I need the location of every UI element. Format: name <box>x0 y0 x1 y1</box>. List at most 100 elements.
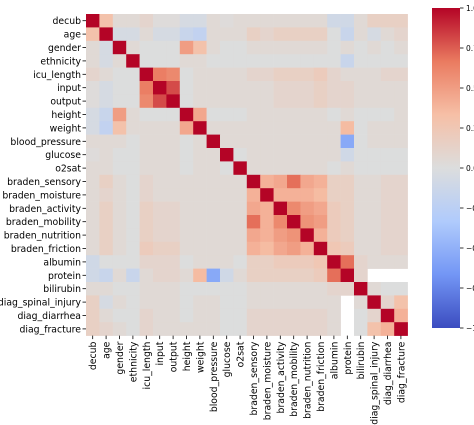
heatmap-cell <box>313 215 328 229</box>
heatmap-cell <box>220 107 234 122</box>
heatmap-cell <box>139 134 154 149</box>
heatmap-cell <box>300 107 315 122</box>
heatmap-cell <box>380 308 395 323</box>
heatmap-cell <box>179 255 194 269</box>
heatmap-cell <box>354 255 368 269</box>
heatmap-cell <box>327 241 341 256</box>
heatmap-cell <box>206 40 221 55</box>
heatmap-cell <box>246 27 261 42</box>
heatmap-cell <box>193 134 207 149</box>
heatmap-cell <box>139 188 154 202</box>
heatmap-cell <box>380 174 395 189</box>
heatmap-cell <box>126 14 140 28</box>
heatmap-cell <box>313 201 328 216</box>
heatmap-cell <box>153 215 167 229</box>
heatmap-cell <box>287 81 301 95</box>
heatmap-cell <box>300 215 315 229</box>
heatmap-cell <box>153 148 167 162</box>
heatmap-cell <box>99 81 114 95</box>
heatmap-cell <box>166 308 181 323</box>
x-tick-label: gender <box>115 341 126 374</box>
heatmap-cell <box>394 81 408 95</box>
heatmap-cell <box>112 134 127 149</box>
heatmap-cell <box>126 295 140 310</box>
heatmap-cell <box>86 322 100 336</box>
heatmap-cell <box>340 255 355 269</box>
heatmap-cell <box>99 67 114 82</box>
heatmap-cell <box>287 54 301 68</box>
heatmap-cell <box>220 81 234 95</box>
heatmap-cell <box>313 255 328 269</box>
heatmap-cell <box>166 54 181 68</box>
heatmap-cell <box>166 188 181 202</box>
x-tick-label: braden_mobility <box>289 341 300 417</box>
heatmap-cell <box>153 201 167 216</box>
heatmap-cell <box>233 54 248 68</box>
heatmap-cell <box>126 174 140 189</box>
heatmap-cell <box>300 188 315 202</box>
heatmap-cell <box>153 81 167 95</box>
heatmap-cell <box>139 121 154 135</box>
heatmap-cell <box>327 174 341 189</box>
x-tick-label: height <box>182 341 193 371</box>
heatmap-cell <box>153 121 167 135</box>
heatmap-cell <box>340 215 355 229</box>
heatmap-cell <box>220 67 234 82</box>
heatmap-cell <box>153 188 167 202</box>
heatmap-cell <box>367 94 382 109</box>
heatmap-cell <box>300 40 315 55</box>
heatmap-cell <box>246 241 261 256</box>
heatmap-cell <box>126 40 140 55</box>
heatmap-cell <box>313 67 328 82</box>
heatmap-cell <box>99 174 114 189</box>
heatmap-cell <box>394 201 408 216</box>
x-tick-label: diag_spinal_injury <box>370 341 381 425</box>
heatmap-cell <box>126 255 140 269</box>
y-tick-label: albumin <box>43 257 81 268</box>
heatmap-cell <box>300 228 315 243</box>
heatmap-cell <box>126 201 140 216</box>
heatmap-cell <box>340 27 355 42</box>
heatmap-cell <box>99 40 114 55</box>
heatmap-cell <box>126 322 140 336</box>
x-tick-label: glucose <box>222 341 233 377</box>
x-tick-label: bilirubin <box>356 342 367 380</box>
heatmap-cell <box>327 322 341 336</box>
heatmap-cell <box>139 241 154 256</box>
heatmap-cell <box>354 27 368 42</box>
heatmap-cell <box>394 228 408 243</box>
heatmap-cell <box>166 201 181 216</box>
heatmap-cell <box>166 14 181 28</box>
heatmap-cell <box>300 27 315 42</box>
heatmap-cell <box>99 241 114 256</box>
heatmap-cell <box>166 215 181 229</box>
heatmap-cell <box>112 201 127 216</box>
heatmap-cell <box>300 67 315 82</box>
heatmap-cell <box>313 134 328 149</box>
heatmap-cell <box>354 134 368 149</box>
heatmap-cell <box>220 174 234 189</box>
heatmap-cell <box>313 121 328 135</box>
heatmap-cell <box>246 67 261 82</box>
heatmap-cell <box>233 282 248 296</box>
heatmap-cell <box>287 308 301 323</box>
colorbar-tick-label: 0.25 <box>466 124 474 133</box>
heatmap-cell <box>313 40 328 55</box>
heatmap-cell <box>354 215 368 229</box>
heatmap-cell <box>233 121 248 135</box>
y-tick-label: o2sat <box>55 164 81 175</box>
heatmap-cell <box>380 215 395 229</box>
colorbar: 1.00 0.75 0.50 0.25 0.00 −0.25 −0.50 −0.75 −1.00 <box>432 4 474 333</box>
heatmap-cell <box>166 107 181 122</box>
heatmap-cell <box>367 67 382 82</box>
heatmap-cell <box>153 27 167 42</box>
heatmap-cell <box>126 188 140 202</box>
x-tick-label: weight <box>195 341 206 373</box>
heatmap-cell <box>220 295 234 310</box>
heatmap-cell <box>260 268 274 283</box>
heatmap-cell <box>260 215 274 229</box>
heatmap-cell <box>246 308 261 323</box>
y-tick-label: blood_pressure <box>10 137 81 148</box>
heatmap-cell <box>139 255 154 269</box>
heatmap-cell <box>206 161 221 176</box>
